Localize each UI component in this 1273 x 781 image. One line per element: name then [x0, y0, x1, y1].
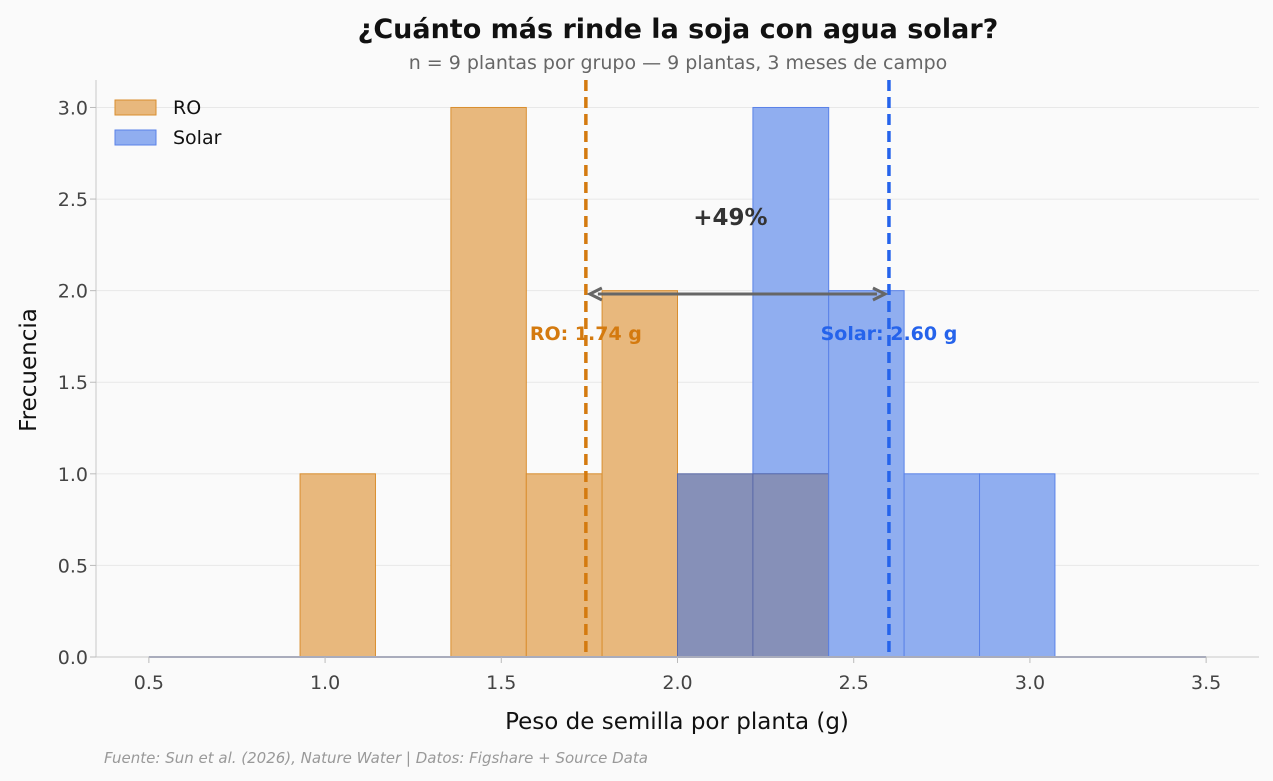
bar-ro	[525, 473, 603, 658]
arrow-head-left	[586, 286, 603, 302]
bar-solar	[979, 473, 1056, 658]
bar-ro	[601, 290, 679, 658]
mean-label-solar: Solar: 2.60 g	[821, 323, 958, 345]
mean-lines: RO: 1.74 g Solar: 2.60 g +49%	[530, 80, 958, 657]
difference-percent-label: +49%	[693, 205, 767, 231]
x-tick-label: 1.0	[310, 672, 340, 694]
mean-label-ro: RO: 1.74 g	[530, 323, 642, 345]
source-note: Fuente: Sun et al. (2026), Nature Water …	[104, 749, 648, 767]
x-tick-label: 3.5	[1191, 672, 1221, 694]
arrow-head-right	[872, 286, 889, 302]
y-tick-label: 2.5	[58, 189, 88, 211]
bar-ro	[299, 473, 376, 658]
y-tick-label: 3.0	[58, 97, 88, 119]
x-axis-label: Peso de semilla por planta (g)	[505, 709, 849, 735]
bar-solar	[752, 106, 830, 475]
chart-title: ¿Cuánto más rinde la soja con agua solar…	[358, 14, 999, 45]
x-tick-label: 2.5	[839, 672, 869, 694]
bar-solar	[903, 473, 981, 658]
bar-overlap	[677, 473, 754, 658]
x-tick-label: 1.5	[486, 672, 516, 694]
x-tick-label: 2.0	[662, 672, 692, 694]
y-tick-label: 2.0	[58, 281, 88, 303]
legend-label-ro: RO	[173, 97, 201, 119]
y-axis-label: Frecuencia	[16, 308, 42, 432]
bar-solar	[828, 290, 905, 658]
bars-group	[148, 106, 1207, 658]
legend-swatch-ro	[114, 99, 157, 116]
legend-label-solar: Solar	[173, 127, 222, 149]
axes: 0.5 1.0 1.5 2.0 2.5 3.0 3.5 0.0 0.5 1.0 1.5 2.0 2.5 3…	[58, 80, 1259, 694]
chart-subtitle: n = 9 plantas por grupo — 9 plantas, 3 m…	[409, 52, 948, 74]
legend-swatch-solar	[114, 129, 157, 146]
y-tick-label: 1.5	[58, 372, 88, 394]
y-tick-label: 1.0	[58, 464, 88, 486]
bar-ro	[450, 106, 527, 658]
bar-overlap	[752, 473, 830, 658]
x-tick-label: 3.0	[1015, 672, 1045, 694]
y-tick-label: 0.0	[58, 647, 88, 669]
legend: RO Solar	[114, 97, 222, 149]
y-tick-label: 0.5	[58, 555, 88, 577]
x-tick-label: 0.5	[134, 672, 164, 694]
